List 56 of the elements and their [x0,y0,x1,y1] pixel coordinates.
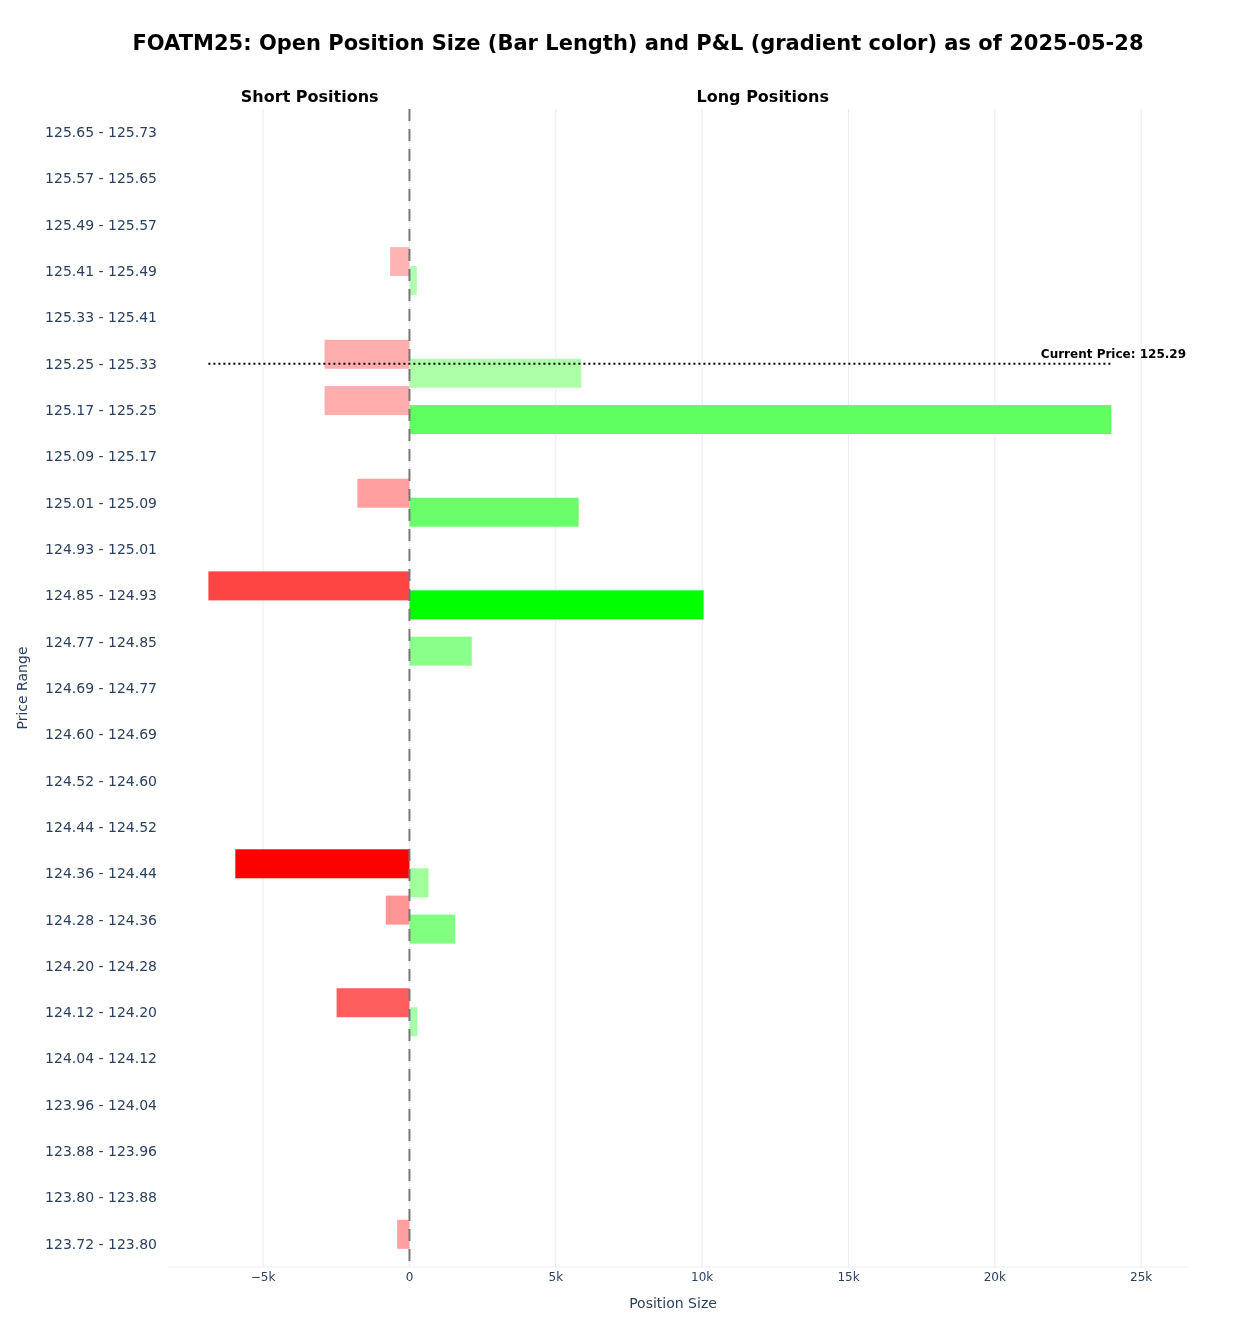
y-tick-label: 124.20 - 124.28 [45,957,157,974]
y-tick-label: 124.28 - 124.36 [45,911,158,928]
y-tick-label: 124.12 - 124.20 [45,1004,157,1021]
y-tick-label: 124.52 - 124.60 [45,772,157,789]
x-tick-label: 10k [691,1270,714,1284]
bar [235,849,410,879]
bar [336,988,410,1018]
bar [409,497,579,527]
y-tick-label: 124.36 - 124.44 [45,865,158,882]
x-tick-label: 0 [405,1270,414,1284]
x-tick-label: 25k [1130,1270,1153,1284]
y-tick-label: 124.60 - 124.69 [45,726,157,743]
x-tick-label: −5k [250,1270,276,1284]
y-tick-label: 125.41 - 125.49 [45,263,157,280]
ref-line-label: Current Price: 125.29 [1040,346,1186,361]
y-tick-label: 125.65 - 125.73 [45,124,157,141]
y-tick-label: 125.17 - 125.25 [45,401,157,418]
bar [357,478,410,508]
y-axis-title: Price Range [14,646,30,730]
bar [385,895,410,925]
bar [397,1219,410,1249]
y-tick-label: 124.04 - 124.12 [45,1050,157,1067]
bar [409,590,704,620]
y-tick-label: 124.69 - 124.77 [45,679,157,696]
bar [409,868,429,898]
text: Long Positions [696,87,829,106]
x-tick-label: 20k [983,1270,1006,1284]
y-tick-label: 123.80 - 123.88 [45,1189,157,1206]
text: Short Positions [240,87,379,106]
y-tick-label: 124.44 - 124.52 [45,818,157,835]
chart-title: FOATM25: Open Position Size (Bar Length) and P&L (gradient color) as of 2025-05-28 [132,31,1144,55]
y-tick-label: 125.01 - 125.09 [45,494,157,511]
bar [409,636,472,666]
y-tick-label: 125.57 - 125.65 [45,170,157,187]
bar [324,386,410,416]
bar [324,339,410,369]
y-tick-label: 125.09 - 125.17 [45,448,157,465]
y-tick-label: 125.49 - 125.57 [45,216,157,233]
y-tick-label: 124.93 - 125.01 [45,540,157,557]
y-tick-label: 123.72 - 123.80 [45,1235,157,1252]
y-tick-label: 125.25 - 125.33 [45,355,157,372]
x-tick-label: 5k [548,1270,564,1284]
bar [409,914,456,944]
bar [409,358,582,388]
bar [409,266,417,296]
y-tick-label: 125.33 - 125.41 [45,309,157,326]
y-tick-label: 124.85 - 124.93 [45,587,157,604]
y-tick-label: 124.77 - 124.85 [45,633,157,650]
x-axis-title: Position Size [629,1295,717,1311]
bar [208,571,410,601]
bar [390,247,410,277]
x-tick-label: 15k [837,1270,860,1284]
bar [409,405,1112,435]
y-tick-label: 123.96 - 124.04 [45,1096,158,1113]
y-tick-label: 123.88 - 123.96 [45,1143,158,1160]
bar [409,1007,418,1037]
